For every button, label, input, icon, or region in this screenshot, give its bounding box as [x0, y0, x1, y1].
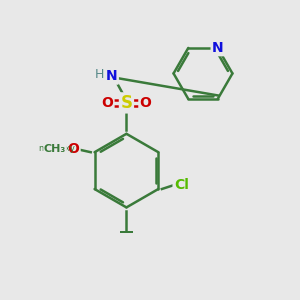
- Text: O: O: [140, 96, 152, 110]
- Text: methoxy: methoxy: [39, 144, 76, 153]
- Text: CH₃: CH₃: [44, 144, 66, 154]
- Text: N: N: [106, 69, 118, 83]
- Text: N: N: [212, 41, 224, 55]
- Text: O: O: [101, 96, 113, 110]
- Text: S: S: [120, 94, 132, 112]
- Text: O: O: [68, 142, 79, 156]
- Text: H: H: [95, 68, 104, 80]
- Text: Cl: Cl: [174, 178, 189, 192]
